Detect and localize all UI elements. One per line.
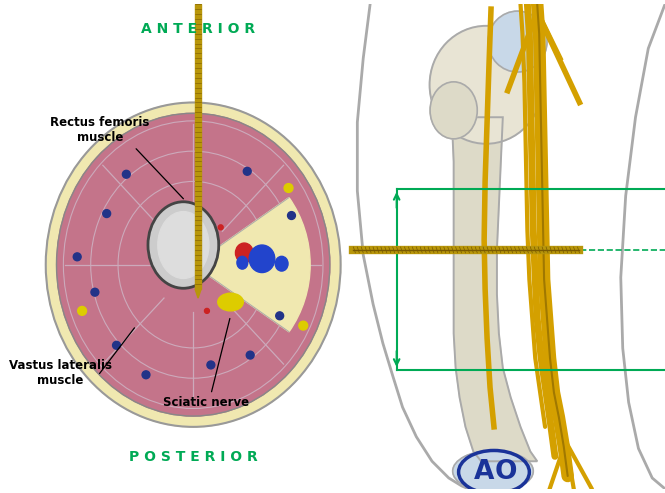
Wedge shape	[194, 198, 310, 332]
Text: A: A	[474, 459, 494, 485]
Text: P O S T E R I O R: P O S T E R I O R	[129, 450, 257, 464]
Ellipse shape	[488, 11, 547, 72]
Ellipse shape	[249, 245, 275, 273]
Ellipse shape	[122, 170, 130, 178]
Ellipse shape	[91, 288, 99, 296]
Ellipse shape	[276, 312, 283, 320]
Ellipse shape	[217, 293, 243, 311]
Ellipse shape	[57, 113, 330, 416]
Ellipse shape	[237, 256, 248, 269]
Ellipse shape	[430, 26, 543, 144]
Ellipse shape	[112, 341, 120, 349]
Text: Vastus lateralis
muscle: Vastus lateralis muscle	[9, 359, 112, 387]
Ellipse shape	[430, 82, 477, 139]
Ellipse shape	[218, 225, 223, 230]
Ellipse shape	[46, 103, 340, 427]
Text: Rectus femoris
muscle: Rectus femoris muscle	[50, 116, 150, 144]
Ellipse shape	[207, 361, 215, 369]
Text: Sciatic nerve: Sciatic nerve	[163, 396, 249, 409]
Ellipse shape	[148, 202, 219, 288]
Ellipse shape	[275, 256, 288, 271]
Ellipse shape	[158, 211, 209, 279]
Text: A N T E R I O R: A N T E R I O R	[141, 22, 255, 36]
Ellipse shape	[103, 210, 110, 217]
Ellipse shape	[299, 321, 308, 330]
Polygon shape	[195, 289, 201, 298]
Ellipse shape	[142, 371, 150, 379]
Polygon shape	[452, 117, 537, 461]
Polygon shape	[195, 4, 201, 289]
Ellipse shape	[204, 309, 209, 314]
Ellipse shape	[453, 451, 533, 492]
Ellipse shape	[287, 211, 295, 219]
Ellipse shape	[235, 243, 253, 263]
Ellipse shape	[284, 183, 293, 192]
Ellipse shape	[243, 167, 251, 175]
Ellipse shape	[73, 253, 81, 261]
Ellipse shape	[246, 351, 254, 359]
Ellipse shape	[78, 307, 86, 316]
Ellipse shape	[150, 204, 217, 286]
Text: O: O	[495, 459, 517, 485]
